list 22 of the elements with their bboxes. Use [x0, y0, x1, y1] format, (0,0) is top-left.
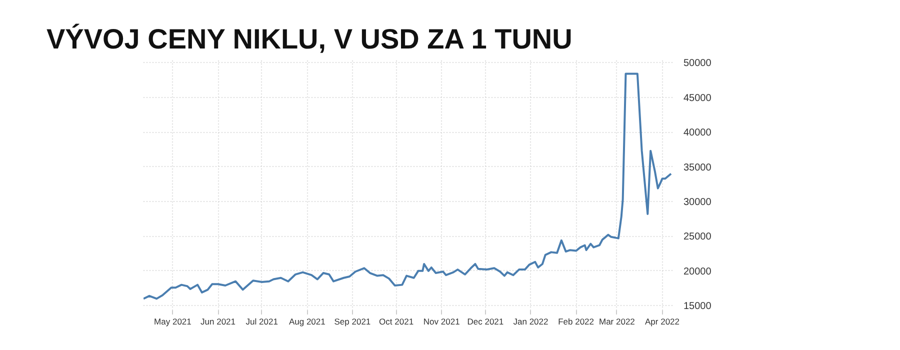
y-tick-label: 25000 [684, 232, 712, 243]
x-tick-label: Mar 2022 [599, 316, 636, 326]
x-tick-label: Dec 2021 [467, 316, 504, 326]
y-tick-label: 45000 [684, 92, 712, 104]
x-tick-label: Nov 2021 [423, 316, 460, 326]
chart-title: VÝVOJ CENY NIKLU, V USD ZA 1 TUNU [46, 24, 572, 54]
y-tick-label: 15000 [684, 301, 712, 312]
x-tick-label: May 2021 [154, 316, 192, 326]
x-tick-label: Feb 2022 [558, 316, 594, 326]
x-tick-label: Jun 2021 [200, 316, 236, 326]
y-tick-label: 50000 [684, 58, 712, 70]
x-tick-label: Aug 2021 [288, 316, 326, 326]
x-tick-label: Jul 2021 [246, 316, 278, 326]
y-tick-label: 40000 [684, 128, 712, 139]
x-tick-label: Jan 2022 [513, 316, 549, 326]
y-tick-label: 30000 [684, 197, 712, 208]
y-tick-label: 35000 [684, 162, 712, 174]
line-series [144, 72, 672, 300]
y-tick-label: 20000 [684, 266, 712, 278]
x-tick-label: Oct 2021 [379, 316, 414, 326]
x-tick-label: Apr 2022 [645, 316, 680, 326]
x-tick-label: Sep 2021 [334, 316, 371, 326]
